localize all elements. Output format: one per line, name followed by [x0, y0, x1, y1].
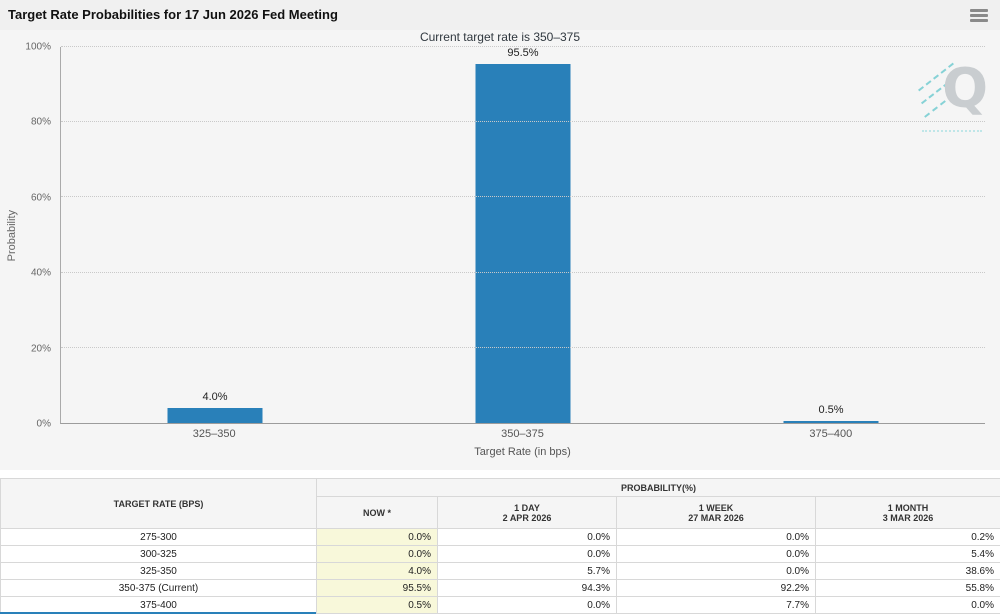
bar-slot: 95.5% — [369, 47, 677, 423]
table-row-325-350[interactable]: 325-350 4.0% 5.7% 0.0% 38.6% — [0, 562, 1000, 580]
col-header-1day: 1 DAY 2 APR 2026 — [437, 496, 617, 529]
hamburger-bar — [970, 19, 988, 22]
cell-1day: 0.0% — [437, 528, 617, 546]
bar-slot: 0.5% — [677, 47, 985, 423]
bar-value-label: 0.5% — [818, 404, 844, 417]
col-header-1day-label: 1 DAY — [514, 502, 540, 513]
col-header-1day-date: 2 APR 2026 — [502, 512, 552, 523]
col-header-1month-label: 1 MONTH — [887, 502, 929, 513]
bar-slot: 4.0% — [61, 47, 369, 423]
bar-value-label: 95.5% — [507, 46, 539, 59]
y-tick-label: 80% — [30, 116, 51, 128]
bar-value-label: 4.0% — [202, 390, 228, 403]
x-axis-labels: 325–350 350–375 375–400 — [60, 428, 985, 440]
table-row-375-400[interactable]: 375-400 0.5% 0.0% 7.7% 0.0% — [0, 596, 1000, 614]
gridline — [61, 271, 985, 273]
cell-1day: 0.0% — [437, 545, 617, 563]
bar-350–375[interactable] — [475, 63, 571, 423]
plot-area: 4.0% 95.5% 0.5% — [60, 46, 985, 424]
page-title: Target Rate Probabilities for 17 Jun 202… — [8, 7, 338, 22]
y-tick-label: 100% — [25, 41, 51, 53]
col-header-1week-label: 1 WEEK — [698, 502, 734, 513]
col-header-target-rate: TARGET RATE (BPS) — [0, 478, 317, 529]
col-header-now: NOW * — [316, 496, 438, 529]
y-tick-label: 40% — [30, 267, 51, 279]
cell-1day: 94.3% — [437, 579, 617, 597]
cell-1week: 0.0% — [616, 528, 816, 546]
probability-table-section: TARGET RATE (BPS) PROBABILITY(%) NOW * 1… — [0, 478, 1000, 614]
cell-1week: 92.2% — [616, 579, 816, 597]
cell-1week: 0.0% — [616, 562, 816, 580]
cell-1month: 5.4% — [815, 545, 1000, 563]
x-tick-label: 325–350 — [192, 428, 236, 440]
bar-375–400[interactable] — [783, 421, 879, 423]
watermark-q-letter: Q — [942, 57, 988, 120]
cell-rate: 275-300 — [0, 528, 317, 546]
quikstrike-watermark-logo: Q — [918, 57, 994, 132]
col-header-probability: PROBABILITY(%) — [316, 478, 1000, 497]
cell-now: 4.0% — [316, 562, 438, 580]
col-header-1month: 1 MONTH 3 MAR 2026 — [815, 496, 1000, 529]
table-row-275-300[interactable]: 275-300 0.0% 0.0% 0.0% 0.2% — [0, 528, 1000, 546]
hamburger-menu-icon[interactable] — [970, 9, 988, 24]
bars-row: 4.0% 95.5% 0.5% — [61, 47, 985, 423]
cell-1month: 38.6% — [815, 562, 1000, 580]
cell-now: 0.0% — [316, 528, 438, 546]
y-tick-label: 60% — [30, 192, 51, 204]
gridline — [61, 196, 985, 198]
cell-1day: 5.7% — [437, 562, 617, 580]
chart-subtitle: Current target rate is 350–375 — [419, 30, 581, 44]
cell-now: 95.5% — [316, 579, 438, 597]
cell-rate: 325-350 — [0, 562, 317, 580]
cell-rate: 300-325 — [0, 545, 317, 563]
col-header-1month-date: 3 MAR 2026 — [882, 512, 934, 523]
cell-now: 0.5% — [316, 596, 438, 614]
table-row-350-375-current[interactable]: 350-375 (Current) 95.5% 94.3% 92.2% 55.8… — [0, 579, 1000, 597]
col-header-now-label: NOW * — [363, 507, 391, 518]
col-header-1week: 1 WEEK 27 MAR 2026 — [616, 496, 816, 529]
col-header-1week-date: 27 MAR 2026 — [688, 512, 744, 523]
gridline — [61, 46, 985, 47]
title-bar: Target Rate Probabilities for 17 Jun 202… — [0, 0, 1000, 30]
cell-1day: 0.0% — [437, 596, 617, 614]
y-axis-labels: 0% 20% 40% 60% 80% 100% — [0, 42, 56, 430]
cell-rate: 375-400 — [0, 596, 317, 614]
gridline — [61, 346, 985, 348]
cell-1month: 0.2% — [815, 528, 1000, 546]
hamburger-bar — [970, 9, 988, 12]
x-axis-title: Target Rate (in bps) — [474, 446, 571, 458]
cell-1month: 0.0% — [815, 596, 1000, 614]
y-tick-label: 0% — [36, 418, 51, 430]
table-bottom-accent — [0, 612, 316, 614]
probability-chart: Current target rate is 350–375 Q Probabi… — [0, 30, 1000, 470]
watermark-dots — [922, 130, 982, 132]
cell-1week: 0.0% — [616, 545, 816, 563]
x-tick-label: 350–375 — [501, 428, 544, 440]
cell-rate: 350-375 (Current) — [0, 579, 317, 597]
cell-now: 0.0% — [316, 545, 438, 563]
gridline — [61, 121, 985, 123]
hamburger-bar — [970, 14, 988, 17]
probability-table: TARGET RATE (BPS) PROBABILITY(%) NOW * 1… — [0, 478, 1000, 614]
cell-1week: 7.7% — [616, 596, 816, 614]
y-tick-label: 20% — [30, 343, 51, 355]
table-row-300-325[interactable]: 300-325 0.0% 0.0% 0.0% 5.4% — [0, 545, 1000, 563]
cell-1month: 55.8% — [815, 579, 1000, 597]
bar-325–350[interactable] — [167, 407, 263, 423]
x-tick-label: 375–400 — [809, 428, 853, 440]
